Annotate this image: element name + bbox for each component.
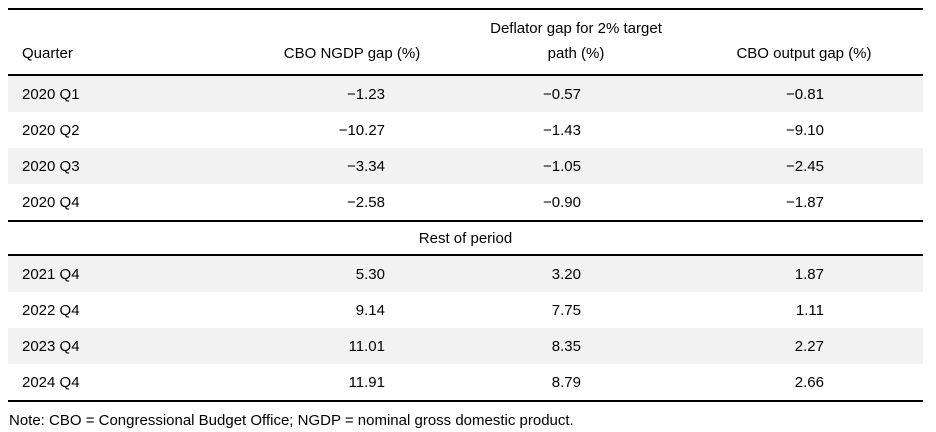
- table-header: Quarter CBO NGDP gap (%) Deflator gap fo…: [8, 9, 923, 76]
- ngdp-gap-cell: −2.58: [347, 193, 385, 211]
- quarter-cell: 2020 Q4: [22, 193, 80, 211]
- column-header-quarter: Quarter: [8, 9, 237, 76]
- output-gap-cell: 1.11: [795, 301, 824, 319]
- column-header-deflator-gap-label: Deflator gap for 2% target path (%): [490, 20, 662, 62]
- output-gap-cell: −2.45: [685, 148, 923, 184]
- table-row: 2021 Q4 5.30 3.20 1.87: [8, 255, 923, 292]
- output-gap-cell: −0.81: [685, 75, 923, 112]
- table-row: 2022 Q4 9.14 7.75 1.11: [8, 292, 923, 328]
- quarter-cell: 2020 Q2: [22, 121, 80, 139]
- deflator-gap-cell: −0.90: [543, 193, 581, 211]
- quarter-cell: 2021 Q4: [8, 255, 237, 292]
- table-row: 2020 Q3 −3.34 −1.05 −2.45: [8, 148, 923, 184]
- deflator-gap-cell: 3.20: [467, 255, 685, 292]
- table-row: 2024 Q4 11.91 8.79 2.66: [8, 364, 923, 401]
- ngdp-gap-cell: 11.91: [348, 373, 385, 391]
- deflator-gap-cell: −1.05: [467, 148, 685, 184]
- quarter-cell: 2023 Q4: [8, 328, 237, 364]
- column-header-output-gap: CBO output gap (%): [685, 9, 923, 76]
- column-header-deflator-gap: Deflator gap for 2% target path (%): [467, 9, 685, 76]
- gap-table: Quarter CBO NGDP gap (%) Deflator gap fo…: [8, 8, 923, 402]
- output-gap-cell: 2.27: [685, 328, 923, 364]
- quarter-cell: 2024 Q4: [22, 373, 80, 391]
- ngdp-gap-cell: −1.23: [237, 75, 467, 112]
- deflator-gap-cell: 7.75: [551, 301, 581, 319]
- quarter-cell: 2020 Q1: [8, 75, 237, 112]
- output-gap-cell: 2.66: [794, 373, 824, 391]
- ngdp-gap-cell: 5.30: [237, 255, 467, 292]
- deflator-gap-cell: −1.43: [543, 121, 581, 139]
- table-note: Note: CBO = Congressional Budget Office;…: [9, 412, 574, 429]
- section-divider-row: Rest of period: [8, 220, 923, 256]
- deflator-gap-cell: 8.79: [551, 373, 581, 391]
- quarter-cell: 2022 Q4: [22, 301, 80, 319]
- deflator-gap-cell: −0.57: [467, 75, 685, 112]
- table-row: 2020 Q1 −1.23 −0.57 −0.81: [8, 75, 923, 112]
- ngdp-gap-cell: 9.14: [355, 301, 385, 319]
- quarter-cell: 2020 Q3: [8, 148, 237, 184]
- table-row: 2020 Q4 −2.58 −0.90 −1.87: [8, 184, 923, 221]
- ngdp-gap-cell: −3.34: [237, 148, 467, 184]
- column-header-ngdp-gap: CBO NGDP gap (%): [237, 9, 467, 76]
- output-gap-cell: −1.87: [786, 193, 824, 211]
- table-row: 2023 Q4 11.01 8.35 2.27: [8, 328, 923, 364]
- table-row: 2020 Q2 −10.27 −1.43 −9.10: [8, 112, 923, 148]
- deflator-gap-cell: 8.35: [467, 328, 685, 364]
- header-row: Quarter CBO NGDP gap (%) Deflator gap fo…: [8, 9, 923, 76]
- ngdp-gap-cell: 11.01: [237, 328, 467, 364]
- output-gap-cell: 1.87: [685, 255, 923, 292]
- output-gap-cell: −9.10: [786, 121, 824, 139]
- table-body: 2020 Q1 −1.23 −0.57 −0.81 2020 Q2 −10.27…: [8, 75, 923, 401]
- ngdp-gap-cell: −10.27: [338, 121, 385, 139]
- section-divider-label: Rest of period: [8, 220, 923, 256]
